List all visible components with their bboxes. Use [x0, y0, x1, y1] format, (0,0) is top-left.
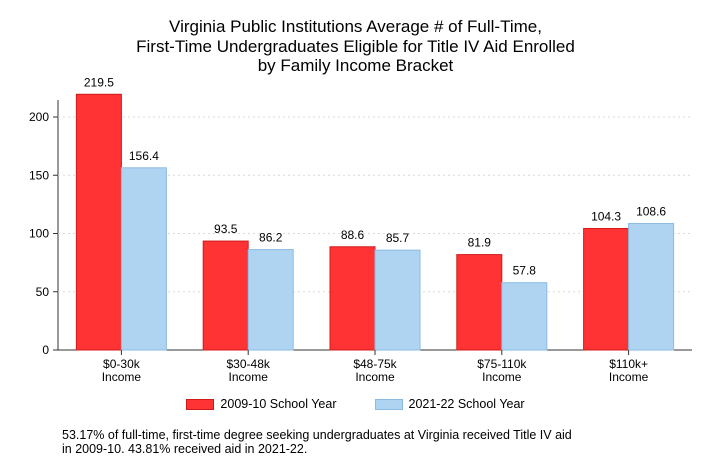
- bar-2021-22-0: [120, 167, 167, 351]
- data-label-2021-22-0: 156.4: [129, 149, 159, 163]
- data-label-2009-10-0: 219.5: [84, 75, 114, 89]
- legend-item-2021-22: 2021-22 School Year: [374, 397, 525, 411]
- y-tick-label: 150: [29, 168, 49, 182]
- x-tick-label: Income: [102, 370, 142, 384]
- x-tick-label: $30-48k: [227, 357, 271, 371]
- y-tick-label: 50: [36, 285, 50, 299]
- bar-2021-22-1: [247, 249, 294, 351]
- data-label-2021-22-1: 86.2: [259, 231, 283, 245]
- x-tick-label: $48-75k: [353, 357, 397, 371]
- x-tick-label: Income: [229, 370, 269, 384]
- chart-title-line-2: First-Time Undergraduates Eligible for T…: [136, 37, 575, 56]
- data-label-2021-22-4: 108.6: [636, 204, 666, 218]
- y-tick-label: 0: [42, 343, 49, 357]
- data-label-2021-22-2: 85.7: [386, 231, 410, 245]
- bar-2021-22-2: [374, 249, 421, 351]
- legend: 2009-10 School Year 2021-22 School Year: [0, 397, 711, 411]
- footnote-line-1: 53.17% of full-time, first-time degree s…: [62, 428, 572, 442]
- bar-2021-22-3: [501, 282, 548, 351]
- chart-title-line-3: by Family Income Bracket: [257, 56, 454, 75]
- footnote: 53.17% of full-time, first-time degree s…: [62, 428, 702, 456]
- x-tick-label: Income: [482, 370, 522, 384]
- data-label-2021-22-3: 57.8: [513, 264, 537, 278]
- bar-2021-22-4: [628, 222, 675, 351]
- legend-swatch-2021-22: [374, 398, 403, 410]
- data-label-2009-10-1: 93.5: [214, 222, 238, 236]
- data-label-2009-10-3: 81.9: [468, 236, 492, 250]
- legend-label-2009-10: 2009-10 School Year: [220, 397, 337, 411]
- data-label-2009-10-2: 88.6: [341, 228, 365, 242]
- legend-swatch-2009-10: [186, 398, 215, 410]
- chart-title-line-1: Virginia Public Institutions Average # o…: [169, 17, 542, 36]
- footnote-line-2: in 2009-10. 43.81% received aid in 2021-…: [62, 442, 308, 456]
- x-tick-label: Income: [609, 370, 649, 384]
- bar-2009-10-1: [202, 240, 249, 351]
- y-tick-label: 200: [29, 110, 49, 124]
- bar-2009-10-0: [75, 93, 122, 351]
- y-tick-label: 100: [29, 227, 49, 241]
- bar-2009-10-3: [456, 254, 503, 351]
- bar-2009-10-2: [329, 246, 376, 351]
- x-tick-label: Income: [355, 370, 395, 384]
- data-label-2009-10-4: 104.3: [591, 209, 621, 223]
- x-tick-label: $110k+: [609, 357, 648, 371]
- legend-item-2009-10: 2009-10 School Year: [186, 397, 337, 411]
- bar-2009-10-4: [583, 227, 630, 351]
- x-tick-label: $75-110k: [477, 357, 527, 371]
- x-tick-label: $0-30k: [103, 357, 141, 371]
- legend-label-2021-22: 2021-22 School Year: [408, 397, 525, 411]
